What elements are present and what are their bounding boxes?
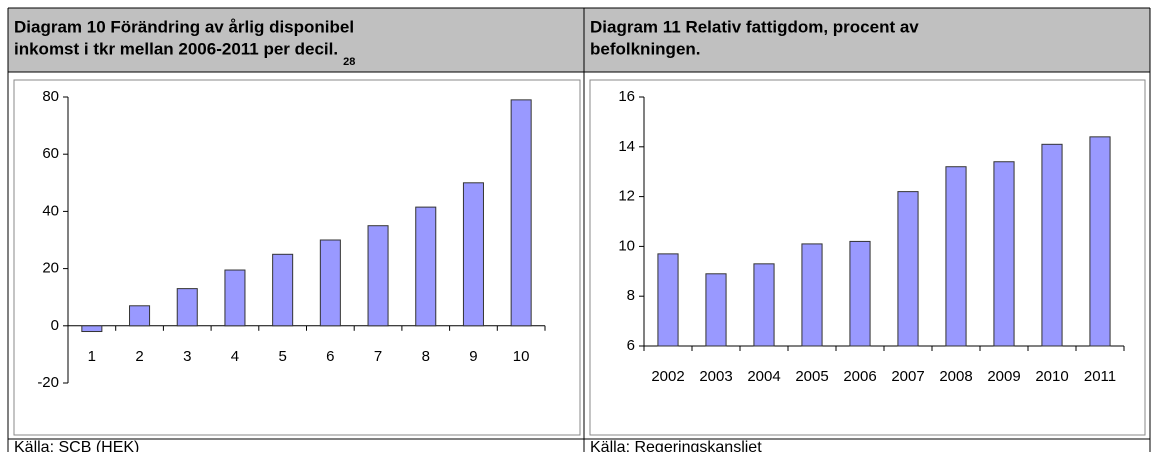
chart-title: befolkningen. — [590, 39, 701, 58]
x-tick-label: 2008 — [939, 368, 972, 385]
bar — [176, 288, 198, 327]
x-tick-label: 2009 — [987, 368, 1020, 385]
x-tick-label: 7 — [374, 348, 382, 365]
x-tick-label: 2007 — [891, 368, 924, 385]
x-tick-label: 2006 — [843, 368, 876, 385]
x-tick-label: 10 — [513, 348, 530, 365]
source: Källa: SCB (HEK) — [14, 439, 139, 452]
bar — [705, 273, 727, 347]
bar — [849, 240, 871, 347]
x-tick-label: 9 — [469, 348, 477, 365]
bar — [657, 253, 679, 347]
bar — [272, 253, 294, 327]
x-tick-label: 2011 — [1084, 368, 1116, 385]
x-tick-label: 2002 — [651, 368, 684, 385]
title-band — [584, 8, 1150, 72]
x-tick-label: 5 — [278, 348, 286, 365]
x-tick-label: 2 — [135, 348, 143, 365]
y-tick-label: 80 — [42, 88, 59, 105]
bar — [129, 305, 151, 327]
footnote-ref: 28 — [343, 56, 355, 68]
bar — [319, 239, 341, 327]
x-tick-label: 6 — [326, 348, 334, 365]
bar — [1041, 143, 1063, 347]
chart-title: Diagram 10 Förändring av årlig disponibe… — [14, 17, 354, 36]
y-tick-label: -20 — [37, 374, 59, 391]
bar — [993, 161, 1015, 347]
x-tick-label: 4 — [231, 348, 239, 365]
y-tick-label: 12 — [618, 188, 635, 205]
bar — [81, 325, 103, 333]
x-tick-label: 2010 — [1035, 368, 1068, 385]
x-tick-label: 2004 — [747, 368, 780, 385]
y-tick-label: 8 — [627, 287, 635, 304]
y-tick-label: 20 — [42, 260, 59, 277]
y-tick-label: 0 — [51, 317, 59, 334]
chart-frame — [13, 79, 581, 436]
chart-frame — [589, 79, 1146, 436]
bar — [801, 243, 823, 347]
y-tick-label: 16 — [618, 88, 635, 105]
x-tick-label: 3 — [183, 348, 191, 365]
bar — [462, 182, 484, 327]
bar — [945, 166, 967, 347]
bar — [897, 191, 919, 347]
chart-title: Diagram 11 Relativ fattigdom, procent av — [590, 17, 919, 36]
x-tick-label: 2003 — [699, 368, 732, 385]
y-tick-label: 10 — [618, 237, 635, 254]
y-tick-label: 40 — [42, 202, 59, 219]
y-tick-label: 60 — [42, 145, 59, 162]
x-tick-label: 8 — [422, 348, 430, 365]
y-tick-label: 14 — [618, 138, 635, 155]
y-tick-label: 6 — [627, 337, 635, 354]
x-tick-label: 1 — [88, 348, 96, 365]
x-tick-label: 2005 — [795, 368, 828, 385]
bar — [224, 269, 246, 327]
bar — [1089, 136, 1111, 347]
source: Källa: Regeringskansliet — [590, 439, 762, 452]
title-band — [8, 8, 584, 72]
bar — [753, 263, 775, 347]
bar — [415, 206, 437, 327]
chart-title: inkomst i tkr mellan 2006-2011 per decil… — [14, 39, 338, 58]
bar — [367, 225, 389, 327]
bar — [510, 99, 532, 327]
